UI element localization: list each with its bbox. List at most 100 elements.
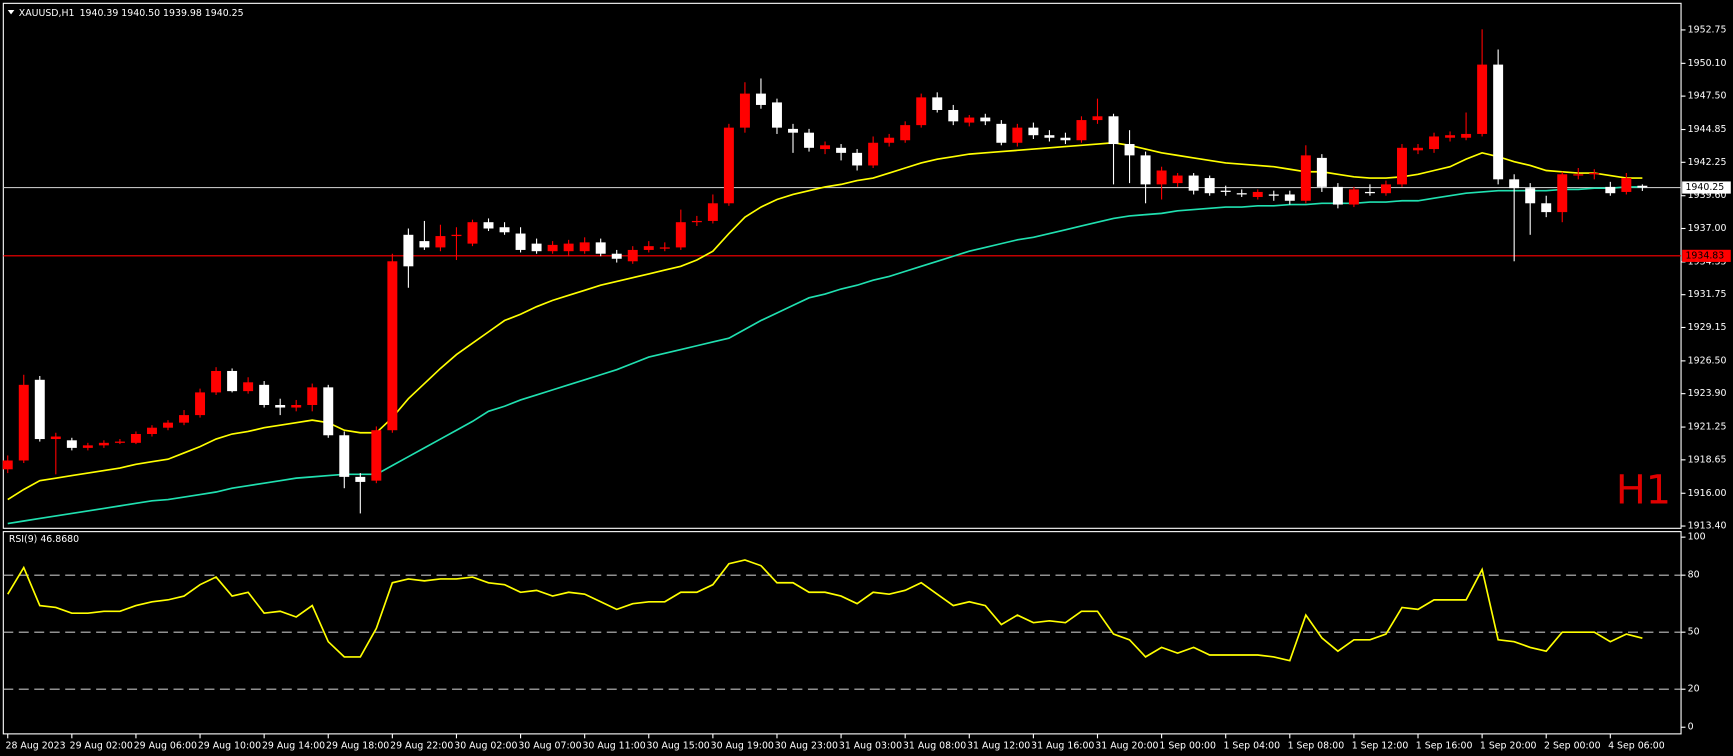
candle-body [291, 405, 302, 408]
candle-body [1589, 173, 1600, 175]
candle-body [275, 405, 286, 408]
candle-body [387, 261, 398, 431]
candle-body [1493, 64, 1504, 180]
candle-body [499, 227, 510, 233]
x-tick-label: 30 Aug 02:00 [454, 741, 517, 752]
x-tick-label: 29 Aug 10:00 [198, 741, 261, 752]
candle-body [1236, 193, 1247, 195]
candle-body [1397, 147, 1407, 185]
candle-body [964, 117, 975, 123]
candle-body [659, 247, 670, 249]
candle-body [788, 128, 798, 133]
candle-body [323, 387, 334, 436]
candle-body [1156, 170, 1167, 185]
candle-body [179, 415, 189, 423]
rsi-panel-frame [2, 531, 1682, 735]
candle-body [547, 244, 558, 252]
y-tick-label: 1913.40 [1688, 521, 1727, 532]
candle-body [1060, 137, 1071, 141]
price-label-box [1682, 249, 1731, 262]
candle-body [739, 93, 750, 128]
x-tick-label: 30 Aug 23:00 [775, 741, 838, 752]
candle-body [18, 384, 29, 461]
candle-body [114, 441, 125, 443]
rsi-line [7, 559, 1643, 662]
ohlc-readout: 1940.39 1940.50 1939.98 1940.25 [80, 8, 244, 19]
candle-body [339, 435, 350, 477]
candle-body [900, 125, 911, 141]
candle-body [948, 109, 959, 122]
rsi-title: RSI(9) 46.8680 [9, 534, 79, 545]
candle-body [1124, 144, 1135, 156]
y-tick-label: 1921.25 [1688, 422, 1727, 433]
candle-body [932, 97, 943, 110]
moving-average [7, 141, 1643, 501]
candle-body [980, 117, 991, 122]
candle-body [483, 222, 494, 229]
x-tick-label: 1 Sep 04:00 [1223, 741, 1280, 752]
candle-body [996, 123, 1007, 143]
candle-body [1557, 174, 1568, 213]
candle-body [163, 422, 173, 428]
y-tick-label: 1923.90 [1688, 388, 1727, 399]
candle-body [1332, 186, 1343, 205]
y-tick-label: 50 [1688, 627, 1700, 638]
candle-body [1012, 127, 1023, 143]
x-tick-label: 30 Aug 15:00 [647, 741, 710, 752]
candle-body [531, 243, 542, 252]
candle-body [1300, 155, 1311, 201]
candle-body [98, 442, 109, 446]
price-label: 1940.25 [1685, 182, 1724, 193]
x-tick-label: 4 Sep 06:00 [1608, 741, 1665, 752]
candle-body [627, 249, 638, 262]
candle-body [371, 430, 382, 481]
candle-body [1364, 191, 1375, 194]
candle-body [643, 246, 654, 250]
candle-body [1284, 194, 1295, 201]
candle-body [884, 137, 895, 143]
candle-body [1220, 190, 1231, 192]
candle-body [1204, 178, 1215, 194]
x-tick-label: 31 Aug 20:00 [1095, 741, 1158, 752]
x-tick-label: 29 Aug 22:00 [390, 741, 453, 752]
candle-body [1637, 185, 1648, 188]
candle-body [723, 127, 734, 204]
candle-body [435, 236, 446, 248]
candle-body [419, 241, 430, 248]
y-tick-label: 1918.65 [1688, 454, 1727, 465]
candle-body [755, 93, 766, 105]
y-tick-label: 1942.25 [1688, 157, 1727, 168]
y-tick-label: 1944.85 [1688, 124, 1727, 135]
y-tick-label: 100 [1688, 532, 1706, 543]
candle-body [211, 370, 222, 393]
candle-body [146, 427, 157, 435]
candle-body [772, 102, 782, 128]
x-tick-label: 31 Aug 16:00 [1031, 741, 1094, 752]
candle-body [1140, 155, 1151, 185]
x-tick-label: 1 Sep 08:00 [1288, 741, 1345, 752]
x-tick-label: 30 Aug 11:00 [582, 741, 645, 752]
candle-body [195, 392, 206, 416]
y-tick-label: 1950.10 [1688, 58, 1727, 69]
x-tick-label: 1 Sep 20:00 [1480, 741, 1537, 752]
candle-body [307, 387, 318, 406]
candle-body [130, 434, 141, 443]
candle-body [1044, 135, 1055, 138]
candle-body [2, 460, 13, 470]
candle-body [243, 382, 254, 392]
x-tick-label: 28 Aug 2023 [6, 741, 66, 752]
candle-body [1316, 157, 1327, 187]
candle-body [1621, 178, 1632, 192]
y-tick-label: 1937.00 [1688, 223, 1727, 234]
candle-body [66, 440, 77, 448]
candle-body [1108, 116, 1119, 145]
candle-body [515, 233, 526, 250]
candle-body [1573, 174, 1584, 176]
y-tick-label: 80 [1688, 570, 1700, 581]
candle-body [707, 203, 718, 221]
candle-body [611, 253, 622, 259]
candle-body [563, 243, 574, 252]
candle-body [1380, 184, 1391, 194]
x-tick-label: 31 Aug 03:00 [839, 741, 902, 752]
